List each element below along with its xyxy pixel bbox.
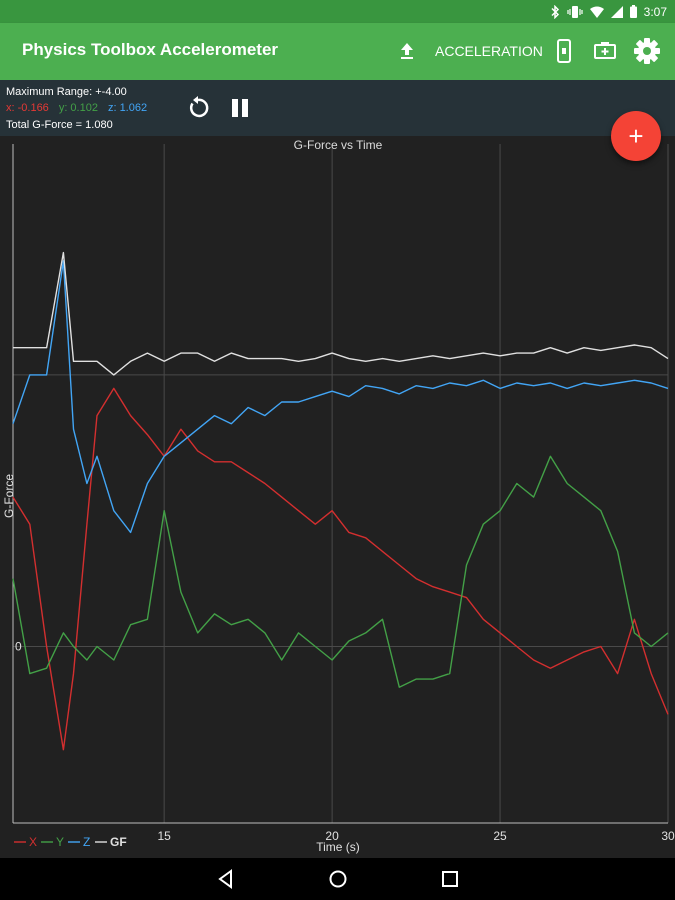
y-axis-title: G-Force bbox=[2, 474, 16, 518]
total-gforce-label: Total G-Force = 1.080 bbox=[6, 119, 113, 131]
device-icon[interactable] bbox=[553, 38, 575, 64]
chart-title: G-Force vs Time bbox=[294, 138, 383, 152]
chart-tick-labels: 15 20 25 30 0 bbox=[15, 639, 675, 843]
status-bar: 3:07 bbox=[0, 0, 675, 23]
battery-icon bbox=[629, 5, 637, 18]
app-bar: Physics Toolbox Accelerometer ACCELERATI… bbox=[0, 23, 675, 80]
legend-label-x: X bbox=[29, 835, 37, 849]
legend-label-y: Y bbox=[56, 835, 64, 849]
wifi-icon bbox=[589, 6, 604, 18]
home-icon[interactable] bbox=[327, 868, 349, 890]
vibrate-icon bbox=[567, 5, 583, 18]
bluetooth-icon bbox=[551, 4, 559, 19]
add-marker-button[interactable]: + bbox=[611, 111, 661, 161]
chart-axes bbox=[12, 144, 668, 824]
x-tick-label: 15 bbox=[157, 829, 171, 843]
legend-label-gf: GF bbox=[110, 835, 127, 849]
legend-label-z: Z bbox=[83, 835, 90, 849]
reset-icon[interactable] bbox=[186, 96, 210, 120]
x-tick-label: 20 bbox=[325, 829, 339, 843]
pause-icon[interactable] bbox=[229, 96, 251, 120]
chart-grid bbox=[13, 144, 669, 823]
readout-panel: Maximum Range: +-4.00 x: -0.166 y: 0.102 z… bbox=[0, 80, 675, 136]
cell-signal-icon bbox=[610, 5, 623, 18]
series-line-z bbox=[12, 260, 669, 534]
xyz-readout: x: -0.166 y: 0.102 z: 1.062 bbox=[6, 102, 147, 114]
y-value: y: 0.102 bbox=[58, 102, 98, 114]
upload-icon[interactable] bbox=[396, 40, 418, 62]
chart-series bbox=[12, 251, 669, 751]
status-time: 3:07 bbox=[643, 4, 667, 19]
recents-icon[interactable] bbox=[439, 868, 461, 890]
series-line-x bbox=[12, 387, 669, 751]
mode-selector[interactable]: ACCELERATION bbox=[435, 43, 543, 59]
x-tick-label: 30 bbox=[661, 829, 675, 843]
back-icon[interactable] bbox=[215, 868, 237, 890]
gforce-chart: G-Force vs Time Time (s) G-Force 15 20 25 3… bbox=[2, 138, 675, 854]
x-axis-title: Time (s) bbox=[316, 840, 360, 854]
x-tick-label: 25 bbox=[493, 829, 507, 843]
y-tick-label: 0 bbox=[15, 639, 22, 653]
app-title: Physics Toolbox Accelerometer bbox=[22, 40, 279, 59]
plus-icon: + bbox=[628, 121, 644, 151]
series-line-gf bbox=[13, 251, 669, 376]
battery-icon[interactable] bbox=[593, 40, 617, 62]
status-icons: 3:07 bbox=[551, 3, 667, 20]
max-range-label: Maximum Range: +-4.00 bbox=[6, 86, 127, 98]
z-value: z: 1.062 bbox=[107, 102, 148, 114]
chart-legend: X Y Z GF bbox=[14, 835, 127, 849]
x-value: x: -0.166 bbox=[6, 102, 49, 114]
gear-icon[interactable] bbox=[633, 37, 661, 65]
series-line-y bbox=[12, 455, 669, 688]
navigation-bar bbox=[0, 858, 675, 900]
